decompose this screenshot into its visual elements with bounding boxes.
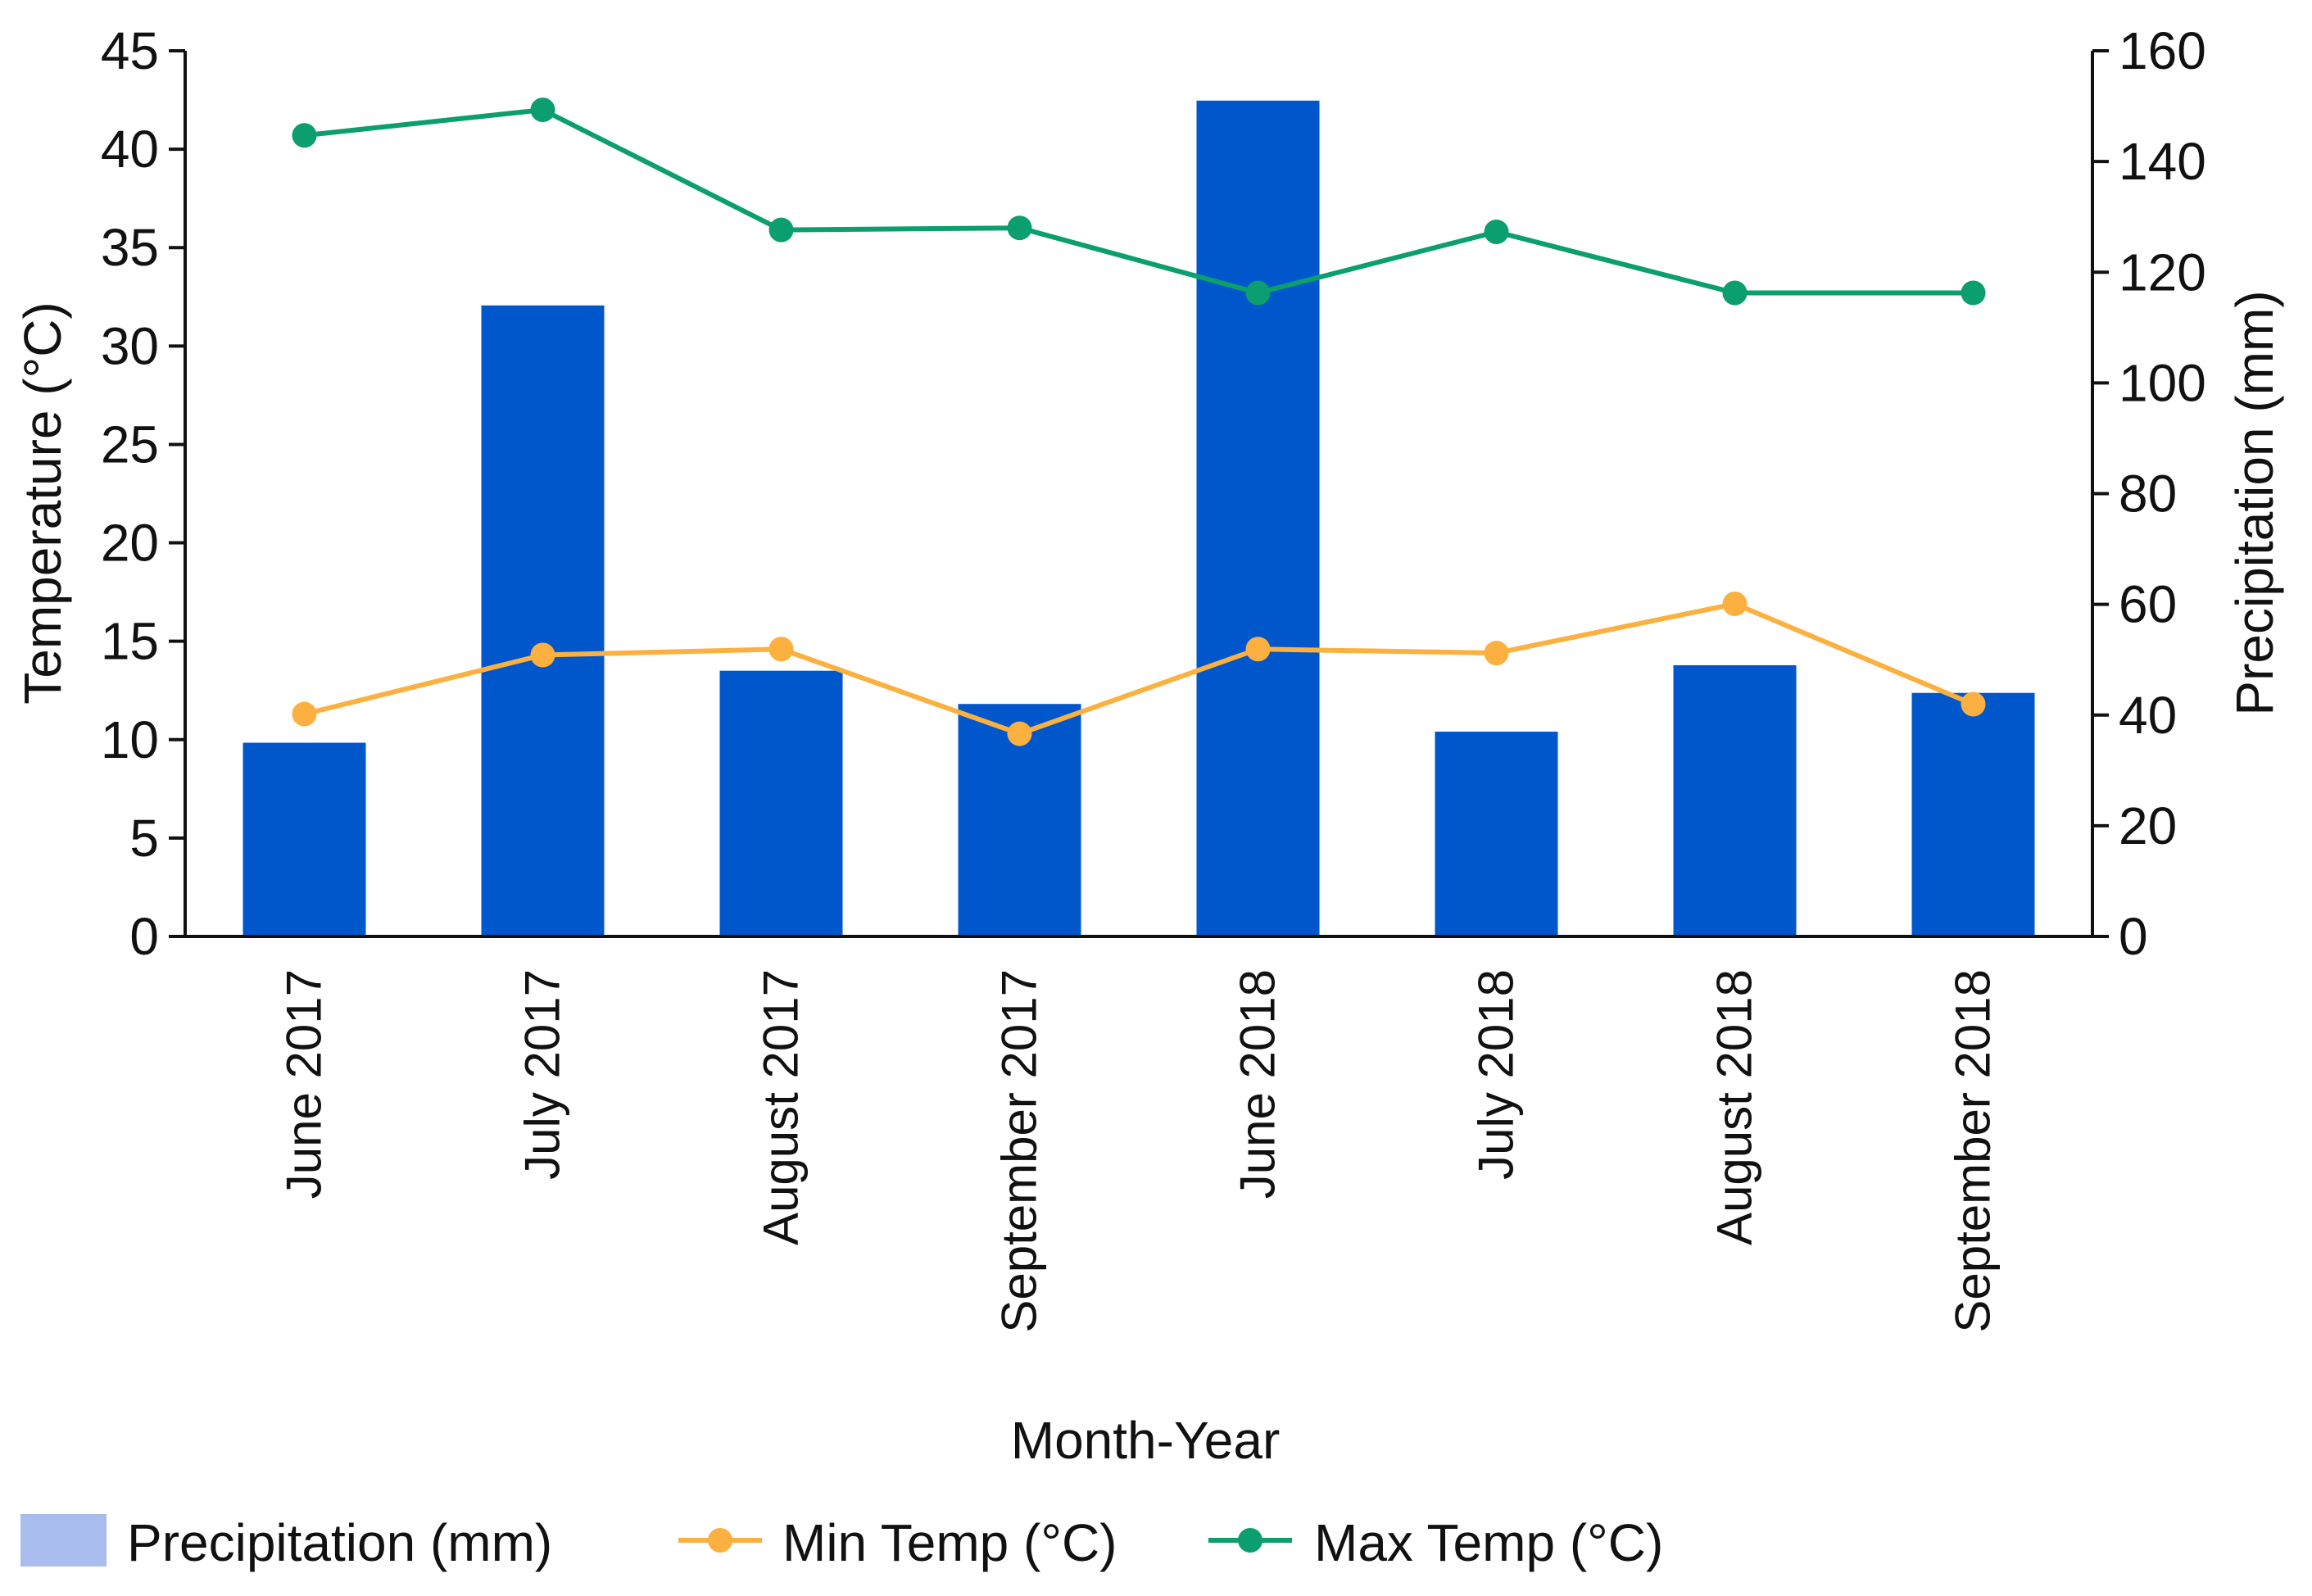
- x-axis-title: Month-Year: [1011, 1411, 1281, 1470]
- bar-july-2018: [1435, 732, 1558, 936]
- temperature-lines: [292, 97, 1986, 746]
- left-axis-ticks: 0 5 10 15 20 25 30 35 40 45: [101, 21, 185, 966]
- bar-september-2018: [1911, 692, 2035, 936]
- max-temp-c-line: [304, 107, 1974, 296]
- min-temp-c-point-september-2017: [1007, 721, 1032, 746]
- left-axis-title: Temperature (°C): [13, 302, 72, 705]
- right-tick-label: 40: [2119, 686, 2177, 745]
- x-tick-label-june-2018: June 2018: [1231, 969, 1285, 1199]
- right-tick-label: 160: [2119, 21, 2206, 80]
- min-temp-c-line: [303, 601, 1974, 737]
- left-tick-label: 40: [101, 120, 159, 179]
- max-temp-c-point-july-2018: [1484, 220, 1509, 245]
- bar-june-2017: [243, 742, 366, 936]
- min-temp-c-point-september-2018: [1961, 691, 1986, 717]
- min-temp-c-point-july-2018: [1484, 641, 1509, 666]
- axes: [184, 51, 2094, 938]
- right-tick-label: 100: [2119, 353, 2206, 412]
- bar-june-2018: [1196, 100, 1320, 936]
- bar-august-2018: [1673, 664, 1797, 936]
- min-temp-c-point-august-2018: [1722, 592, 1748, 617]
- left-tick-label: 35: [101, 218, 159, 277]
- max-temp-c-point-august-2017: [768, 217, 794, 243]
- right-tick-label: 60: [2119, 575, 2177, 634]
- right-axis-title: Precipitation (mm): [2225, 290, 2284, 715]
- max-temp-c-point-june-2018: [1245, 280, 1271, 306]
- max-temp-c-point-september-2017: [1007, 215, 1032, 241]
- right-tick-label: 140: [2119, 132, 2206, 191]
- legend: Precipitation (mm) Min Temp (°C) Max Tem…: [20, 1513, 1663, 1572]
- right-tick-label: 80: [2119, 465, 2177, 524]
- min-temp-c-point-july-2017: [530, 642, 555, 668]
- right-tick-label: 20: [2119, 796, 2177, 855]
- max-temp-c-point-july-2017: [530, 97, 555, 123]
- max-temp-c-point-september-2018: [1961, 280, 1986, 306]
- bar-august-2017: [719, 670, 843, 936]
- left-tick-label: 20: [101, 514, 159, 573]
- left-tick-label: 25: [101, 415, 159, 474]
- right-tick-label: 120: [2119, 243, 2206, 302]
- bar-july-2017: [481, 305, 605, 937]
- right-axis-ticks: 0 20 40 60 80 100 120 140 160: [2092, 21, 2206, 966]
- legend-min-temp-marker: [708, 1528, 732, 1553]
- x-tick-label-september-2018: September 2018: [1946, 969, 2001, 1333]
- right-tick-label: 0: [2119, 907, 2148, 966]
- x-tick-label-july-2017: July 2017: [515, 969, 570, 1180]
- x-tick-label-july-2018: July 2018: [1469, 969, 1524, 1180]
- x-tick-label-june-2017: June 2017: [277, 969, 332, 1199]
- left-tick-label: 15: [101, 612, 159, 671]
- legend-max-temp-marker: [1238, 1528, 1263, 1553]
- left-tick-label: 30: [101, 316, 159, 375]
- legend-precipitation-swatch: [20, 1514, 107, 1567]
- legend-precipitation-label: Precipitation (mm): [127, 1513, 552, 1572]
- precipitation-bars: [243, 100, 2035, 937]
- legend-max-temp-label: Max Temp (°C): [1314, 1513, 1663, 1572]
- left-tick-label: 10: [101, 710, 159, 769]
- x-tick-label-august-2018: August 2018: [1707, 969, 1762, 1245]
- left-tick-label: 0: [129, 907, 159, 966]
- category-labels: June 2017 July 2017 August 2017 September 2…: [277, 969, 2001, 1333]
- min-temp-c-point-june-2018: [1245, 637, 1271, 662]
- x-tick-label-august-2017: August 2017: [754, 969, 809, 1245]
- legend-min-temp-label: Min Temp (°C): [782, 1513, 1117, 1572]
- x-tick-label-september-2017: September 2017: [992, 969, 1047, 1333]
- left-tick-label: 5: [129, 809, 159, 868]
- left-tick-label: 45: [101, 21, 159, 80]
- min-temp-c-point-june-2017: [292, 701, 317, 727]
- min-temp-c-point-august-2017: [768, 637, 794, 662]
- max-temp-c-point-august-2018: [1722, 280, 1748, 306]
- max-temp-c-point-june-2017: [292, 123, 317, 148]
